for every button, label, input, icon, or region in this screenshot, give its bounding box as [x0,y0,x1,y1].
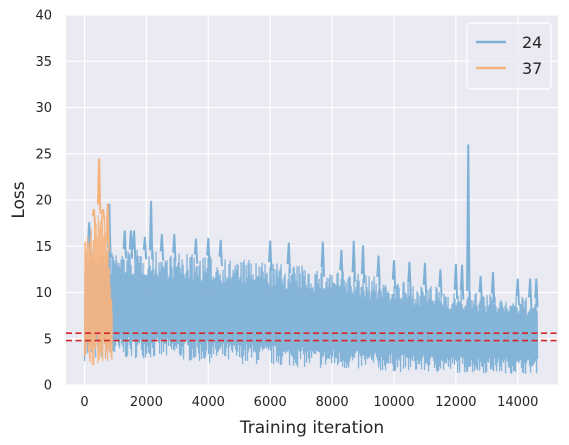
y-tick-label: 10 [35,286,52,301]
series-37-spike [101,208,106,220]
series-24-spike [360,245,366,284]
series-37-spike [91,209,97,226]
series-37-spike [105,203,110,251]
y-tick-label: 5 [44,332,52,347]
series-37-line [83,210,113,366]
series-24-spike [128,230,134,259]
x-tick-label: 4000 [192,395,225,410]
legend-box [466,22,552,90]
series-24-spike [376,255,381,287]
y-axis-label: Loss [9,181,29,218]
series-24-spike [478,275,483,302]
x-axis-label: Training iteration [239,418,384,438]
series-24-spike [459,264,465,300]
y-tick-label: 40 [35,9,52,24]
series-24-spike [206,237,211,265]
x-tick-labels: 0 2000 4000 6000 8000 10000 12000 14000 [80,395,538,410]
series-24-spike [320,241,326,277]
series-24-spike [122,230,127,259]
legend-label-24: 24 [522,33,542,52]
y-tick-label: 30 [35,101,52,116]
series-24-spike [286,242,291,274]
series-24-spike [351,240,356,282]
series-24-spike [218,239,223,267]
series-24-spike [453,263,459,300]
series-37 [83,158,113,366]
series-24-spike [193,238,199,264]
x-tick-label: 8000 [316,395,349,410]
x-tick-label: 10000 [373,395,414,410]
series-24 [83,144,539,374]
series-24-line [83,248,539,374]
y-tick-label: 15 [35,240,52,255]
series-37-spike [96,158,102,214]
series-24-spike [438,269,443,297]
series-24-spike [339,249,344,280]
series-24-spike [466,144,471,301]
series-24-spike [148,200,154,260]
series-24-spike [172,234,177,262]
x-tick-label: 6000 [254,395,287,410]
series-24-spike [159,234,165,261]
x-tick-label: 2000 [130,395,163,410]
series-24-spike [391,260,397,289]
series-24-spike [268,240,273,272]
y-tick-label: 0 [44,379,52,394]
y-tick-label: 20 [35,194,52,209]
series-24-spike [515,278,520,306]
series-24-spike [142,236,148,260]
series-24-spike [131,230,137,259]
y-tick-label: 35 [35,55,52,70]
x-tick-label: 14000 [497,395,538,410]
series-24-spike [490,272,496,303]
hline-layer [66,332,558,342]
x-tick-label: 12000 [435,395,476,410]
y-tick-labels: 0 5 10 15 20 25 30 35 40 [35,9,52,394]
series-24-spike [527,278,533,307]
series-layer [83,144,539,374]
x-tick-label: 0 [80,395,88,410]
y-tick-label: 25 [35,147,52,162]
legend-label-37: 37 [522,59,542,78]
series-24-spike [534,278,539,308]
series-24-spike [422,262,428,294]
series-24-spike [407,261,412,292]
